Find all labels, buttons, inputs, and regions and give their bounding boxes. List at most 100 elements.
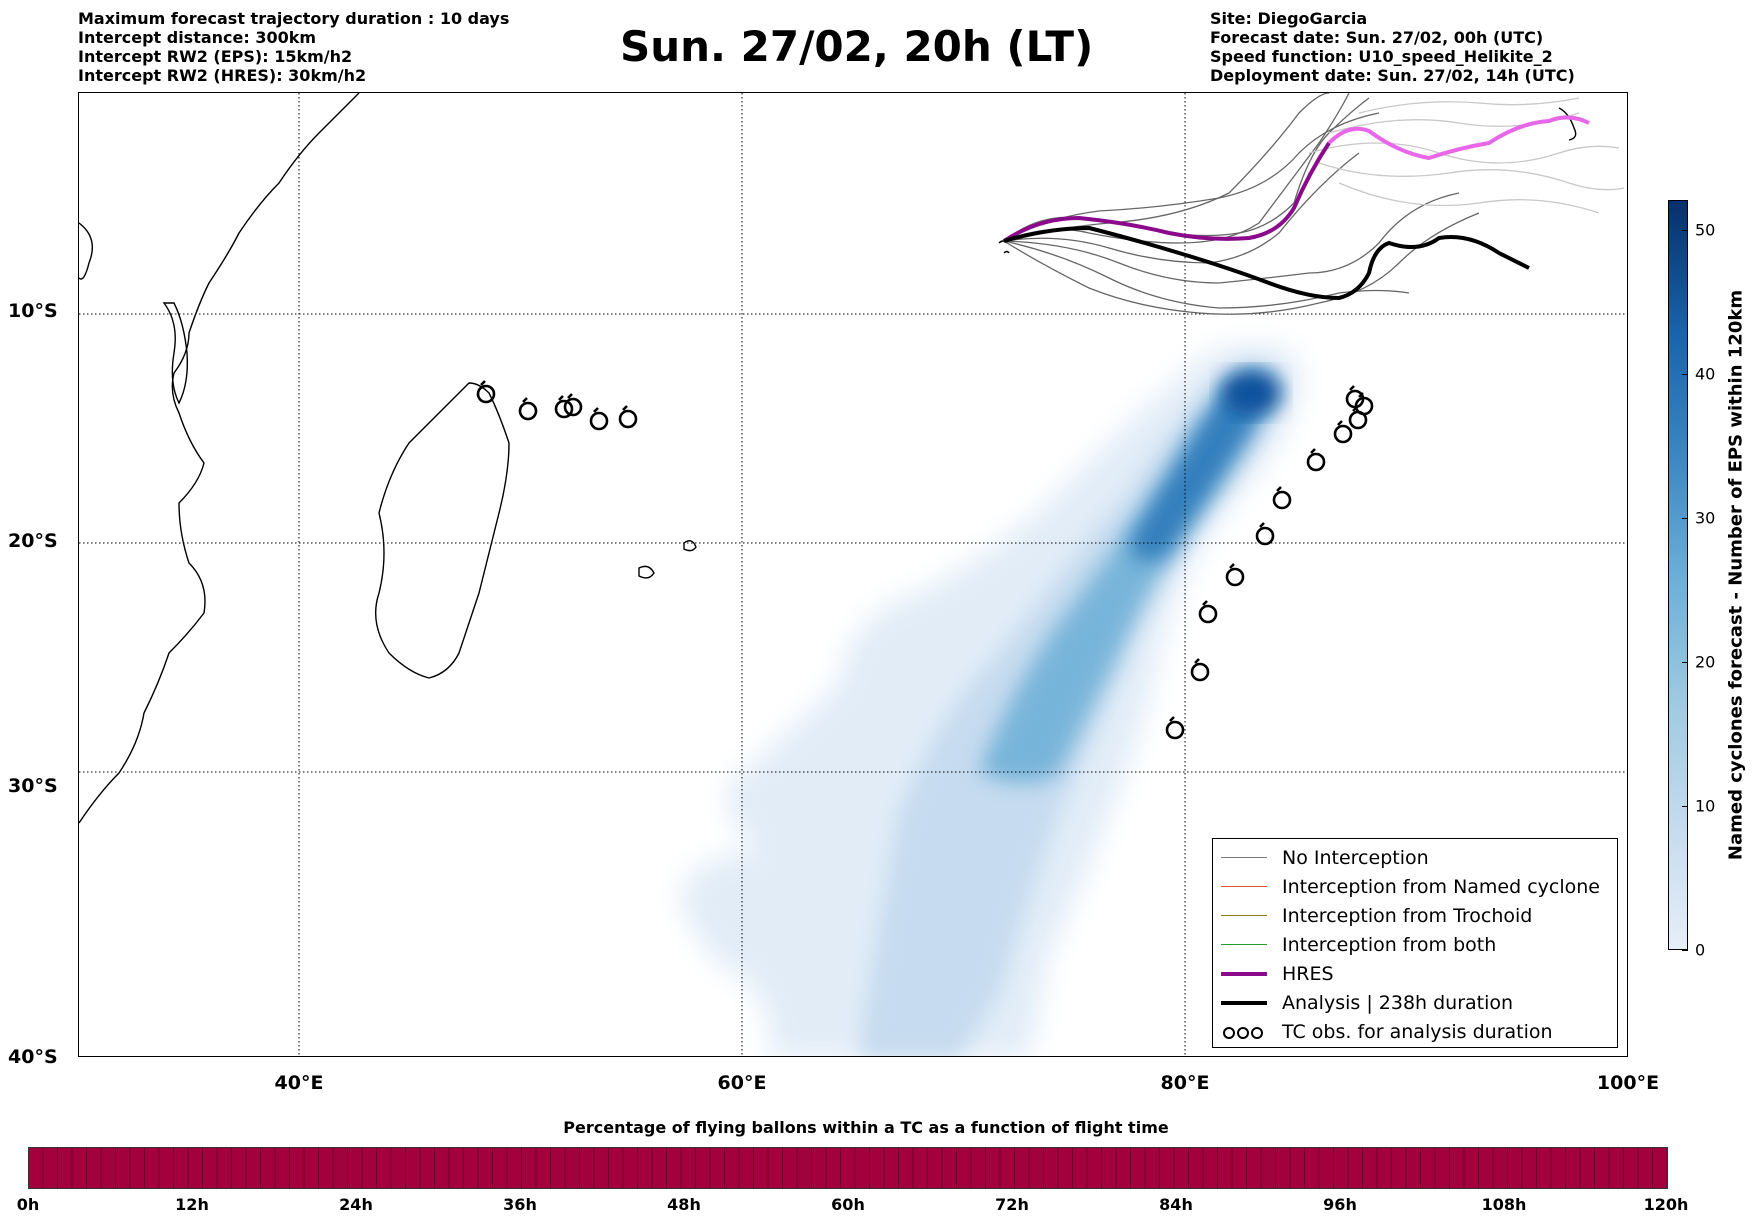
tc-obs-symbol <box>554 395 574 419</box>
lon-label-60e: 60°E <box>717 1072 767 1094</box>
madagascar-coast <box>374 382 510 679</box>
density-level-4 <box>1129 377 1267 561</box>
legend-item-both: Interception from both <box>1221 930 1496 959</box>
lat-label-20s: 20°S <box>8 530 58 552</box>
legend-swatch <box>1221 886 1267 887</box>
cbar-tickmark <box>1682 230 1688 231</box>
legend-item-hres: HRES <box>1221 959 1334 988</box>
eps-track <box>1003 112 1380 242</box>
pct-tick-108h: 108h <box>1481 1195 1527 1214</box>
tc-obs-symbol <box>589 407 609 431</box>
cyclone-symbols-icon <box>1223 1026 1263 1039</box>
cbar-tickmark <box>1682 950 1688 951</box>
tc-obs-symbol <box>1198 600 1218 624</box>
tc-obs-symbol <box>563 393 583 417</box>
analysis-track <box>1003 225 1530 301</box>
tc-obs-symbol <box>1255 522 1275 546</box>
legend-swatch <box>1221 1000 1267 1005</box>
eps-track <box>1358 97 1580 114</box>
legend-swatch <box>1221 915 1267 916</box>
param-intercept-distance: Intercept distance: 300km <box>78 28 317 47</box>
cbar-tick-40: 40 <box>1695 364 1716 384</box>
tc-observations <box>476 380 1374 740</box>
eps-track <box>1003 192 1460 284</box>
cbar-tick-10: 10 <box>1695 796 1716 816</box>
eps-track <box>1318 162 1625 191</box>
run-parameters: Maximum forecast trajectory duration : 1… <box>78 9 509 85</box>
tc-obs-symbol <box>1225 563 1245 587</box>
pct-tick-60h: 60h <box>831 1195 865 1214</box>
map-legend: No Interception Interception from Named … <box>1212 838 1618 1048</box>
param-duration: Maximum forecast trajectory duration : 1… <box>78 9 510 28</box>
percentage-bar <box>28 1147 1668 1189</box>
deployment-date: Deployment date: Sun. 27/02, 14h (UTC) <box>1210 66 1575 85</box>
cbar-tick-20: 20 <box>1695 652 1716 672</box>
pct-tick-12h: 12h <box>175 1195 209 1214</box>
africa-horn <box>79 222 93 280</box>
tc-obs-symbol <box>1354 392 1374 416</box>
legend-label: HRES <box>1282 962 1334 985</box>
lat-label-40s: 40°S <box>8 1046 58 1068</box>
coastlines <box>79 93 1577 824</box>
cbar-tickmark <box>1682 806 1688 807</box>
legend-label: Interception from Trochoid <box>1282 904 1533 927</box>
map-panel[interactable] <box>78 92 1628 1057</box>
lon-label-80e: 80°E <box>1160 1072 1210 1094</box>
eps-trajectories-light <box>1308 97 1625 214</box>
legend-item-no-interception: No Interception <box>1221 843 1429 872</box>
pct-tick-72h: 72h <box>995 1195 1029 1214</box>
cbar-tickmark <box>1682 518 1688 519</box>
cyclone-density-field <box>679 345 1301 1056</box>
tc-obs-symbol <box>1306 448 1326 472</box>
hres-track <box>1002 141 1331 243</box>
cbar-tickmark <box>1682 662 1688 663</box>
legend-item-analysis: Analysis | 238h duration <box>1221 988 1513 1017</box>
legend-swatch <box>1221 971 1267 976</box>
lon-label-40e: 40°E <box>274 1072 324 1094</box>
param-rw2-hres: Intercept RW2 (HRES): 30km/h2 <box>78 66 367 85</box>
pct-tick-84h: 84h <box>1159 1195 1193 1214</box>
map-canvas <box>79 93 1627 1056</box>
eps-track <box>1338 182 1600 214</box>
legend-label: No Interception <box>1282 846 1429 869</box>
eps-track <box>1003 212 1480 315</box>
pct-tick-96h: 96h <box>1323 1195 1357 1214</box>
pct-tick-48h: 48h <box>667 1195 701 1214</box>
cbar-tick-50: 50 <box>1695 220 1716 240</box>
legend-label: Analysis | 238h duration <box>1282 991 1514 1014</box>
lake-outline <box>162 302 189 405</box>
tc-obs-symbol <box>1190 658 1210 682</box>
pct-tick-36h: 36h <box>503 1195 537 1214</box>
eps-track <box>1003 240 1410 309</box>
legend-item-named-cyclone: Interception from Named cyclone <box>1221 872 1600 901</box>
density-peak <box>1221 371 1281 415</box>
forecast-date: Forecast date: Sun. 27/02, 00h (UTC) <box>1210 28 1544 47</box>
lat-label-30s: 30°S <box>8 775 58 797</box>
tc-obs-symbol <box>1272 486 1292 510</box>
legend-label: Interception from Named cyclone <box>1282 875 1600 898</box>
cbar-tick-0: 0 <box>1695 940 1706 960</box>
sumatra-coast <box>1558 107 1577 141</box>
eps-trajectories <box>1003 93 1480 315</box>
colorbar-label: Named cyclones forecast - Number of EPS … <box>1725 289 1747 861</box>
tc-obs-symbol <box>1165 716 1185 740</box>
tc-obs-symbol <box>476 380 496 404</box>
mauritius-island <box>683 540 697 552</box>
cbar-tick-30: 30 <box>1695 508 1716 528</box>
percentage-bar-title: Percentage of flying ballons within a TC… <box>563 1118 1169 1137</box>
legend-label: TC obs. for analysis duration <box>1282 1020 1553 1043</box>
legend-item-trochoid: Interception from Trochoid <box>1221 901 1532 930</box>
lon-label-100e: 100°E <box>1596 1072 1660 1094</box>
reunion-island <box>638 565 655 579</box>
pct-tick-120h: 120h <box>1643 1195 1689 1214</box>
map-title: Sun. 27/02, 20h (LT) <box>620 22 1094 71</box>
eps-track <box>1308 142 1620 164</box>
tc-obs-symbol <box>1333 420 1353 444</box>
lat-label-10s: 10°S <box>8 300 58 322</box>
cbar-tickmark <box>1682 374 1688 375</box>
site-info: Site: DiegoGarcia Forecast date: Sun. 27… <box>1210 9 1575 85</box>
site-name: Site: DiegoGarcia <box>1210 9 1368 28</box>
legend-item-tc-obs: TC obs. for analysis duration <box>1221 1017 1553 1046</box>
pct-tick-0h: 0h <box>16 1195 40 1214</box>
tc-obs-symbol <box>618 405 638 429</box>
